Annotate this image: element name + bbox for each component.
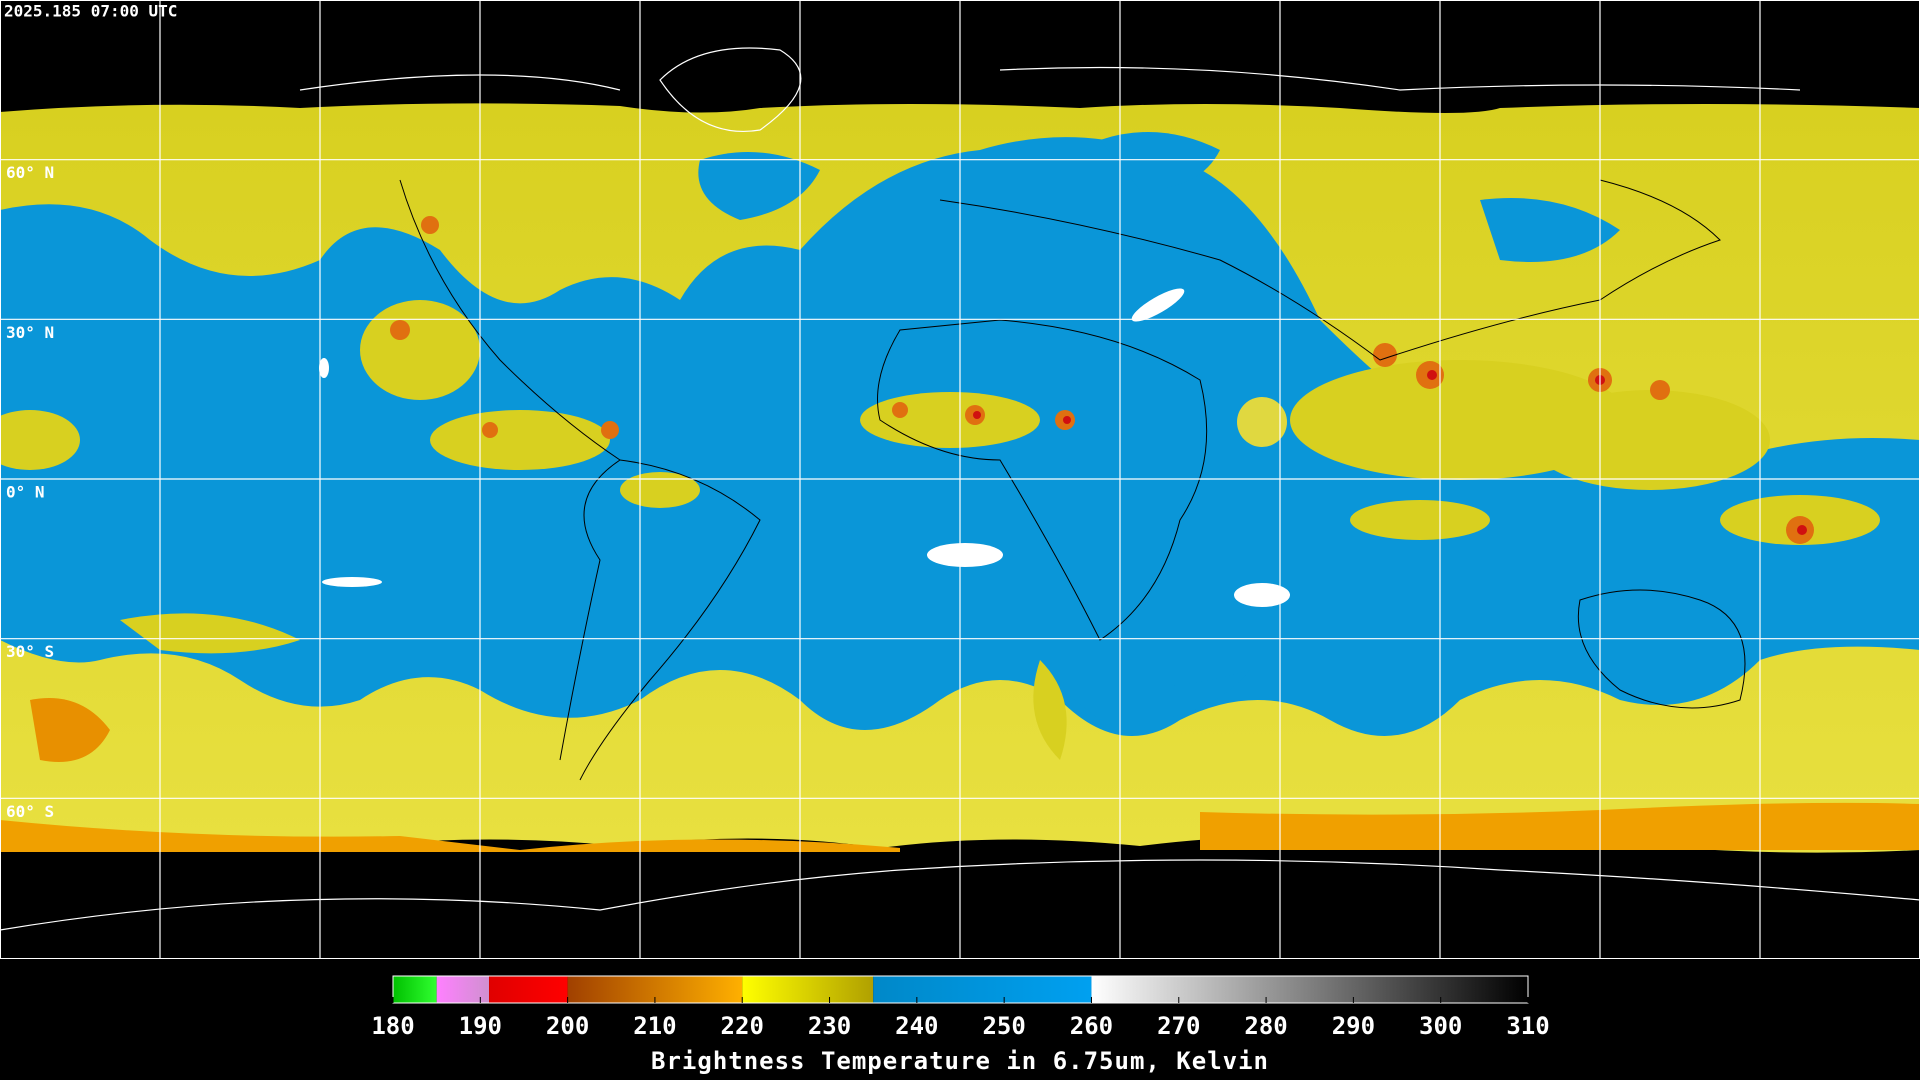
colorbar-segment: [436, 976, 490, 1003]
colorbar-tick-label: 200: [546, 1012, 589, 1040]
colorbar-segment: [393, 976, 437, 1003]
colorbar-tick-label: 260: [1070, 1012, 1113, 1040]
timestamp: 2025.185 07:00 UTC: [4, 2, 177, 21]
colorbar-frame: [392, 975, 1529, 1004]
colorbar-tick-label: 180: [371, 1012, 414, 1040]
colorbar-tick-label: 220: [721, 1012, 764, 1040]
lat-label: 60° S: [6, 802, 54, 821]
colorbar-tick-label: 190: [459, 1012, 502, 1040]
colorbar-title: Brightness Temperature in 6.75um, Kelvin: [651, 1047, 1269, 1075]
colorbar-tick-label: 210: [633, 1012, 676, 1040]
colorbar-tick-label: 240: [895, 1012, 938, 1040]
colorbar-segment: [742, 976, 874, 1003]
colorbar-tick-label: 230: [808, 1012, 851, 1040]
colorbar-tick-label: 300: [1419, 1012, 1462, 1040]
lat-label: 0° N: [6, 483, 45, 502]
lat-label: 30° N: [6, 323, 54, 342]
colorbar-segment: [873, 976, 1092, 1003]
colorbar-segment: [489, 976, 568, 1003]
lat-label: 30° S: [6, 642, 54, 661]
colorbar: 180 190 200 210 220 230 240 250 260 270 280 290 300 3…: [371, 975, 1550, 1040]
colorbar-tick-label: 310: [1506, 1012, 1549, 1040]
colorbar-tick-label: 250: [982, 1012, 1025, 1040]
colorbar-tick-label: 270: [1157, 1012, 1200, 1040]
colorbar-tick-label: 290: [1332, 1012, 1375, 1040]
lat-label: 60° N: [6, 163, 54, 182]
colorbar-tick-label: 280: [1244, 1012, 1287, 1040]
colorbar-segment: [1091, 976, 1528, 1003]
graticule: 60° N 30° N 0° N 30° S 60° S: [0, 0, 1920, 958]
